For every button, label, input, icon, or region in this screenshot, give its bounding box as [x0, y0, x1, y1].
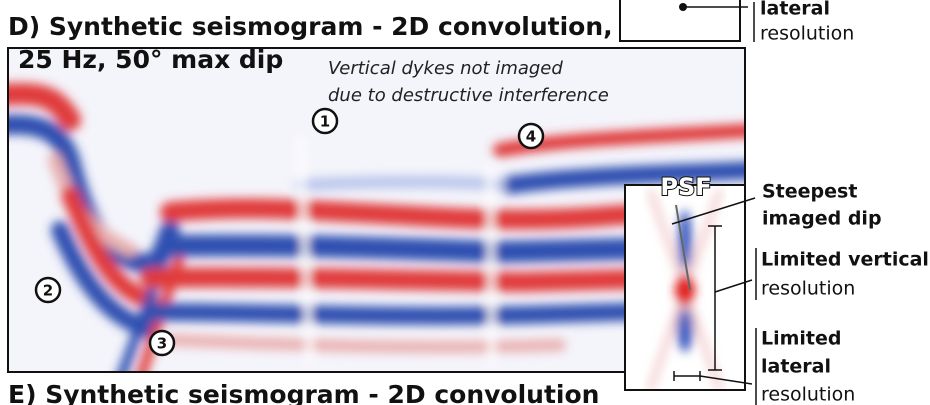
label: Limited: [761, 328, 842, 350]
label: resolution: [761, 384, 855, 405]
label: Limited vertical: [761, 249, 929, 271]
annotation: Vertical dykes not imaged: [328, 58, 563, 79]
marker-label: 4: [526, 128, 536, 146]
label: resolution: [760, 23, 854, 45]
label: lateral: [760, 0, 830, 20]
label: imaged dip: [762, 208, 882, 230]
label: Steepest: [762, 181, 857, 203]
label: resolution: [761, 278, 855, 300]
panel-title: E) Synthetic seismogram - 2D convolution: [8, 380, 599, 405]
marker-label: 3: [157, 335, 167, 353]
marker-label: 2: [43, 282, 53, 300]
figure: lateral resolution D) Synthetic seismogr…: [0, 0, 930, 405]
label: lateral: [761, 356, 831, 378]
panel-subtitle: 25 Hz, 50° max dip: [18, 45, 283, 74]
annotation: due to destructive interference: [328, 85, 609, 106]
panel-title: D) Synthetic seismogram - 2D convolution…: [8, 12, 613, 41]
psf-label: PSF: [660, 173, 711, 201]
marker-label: 1: [320, 113, 330, 131]
